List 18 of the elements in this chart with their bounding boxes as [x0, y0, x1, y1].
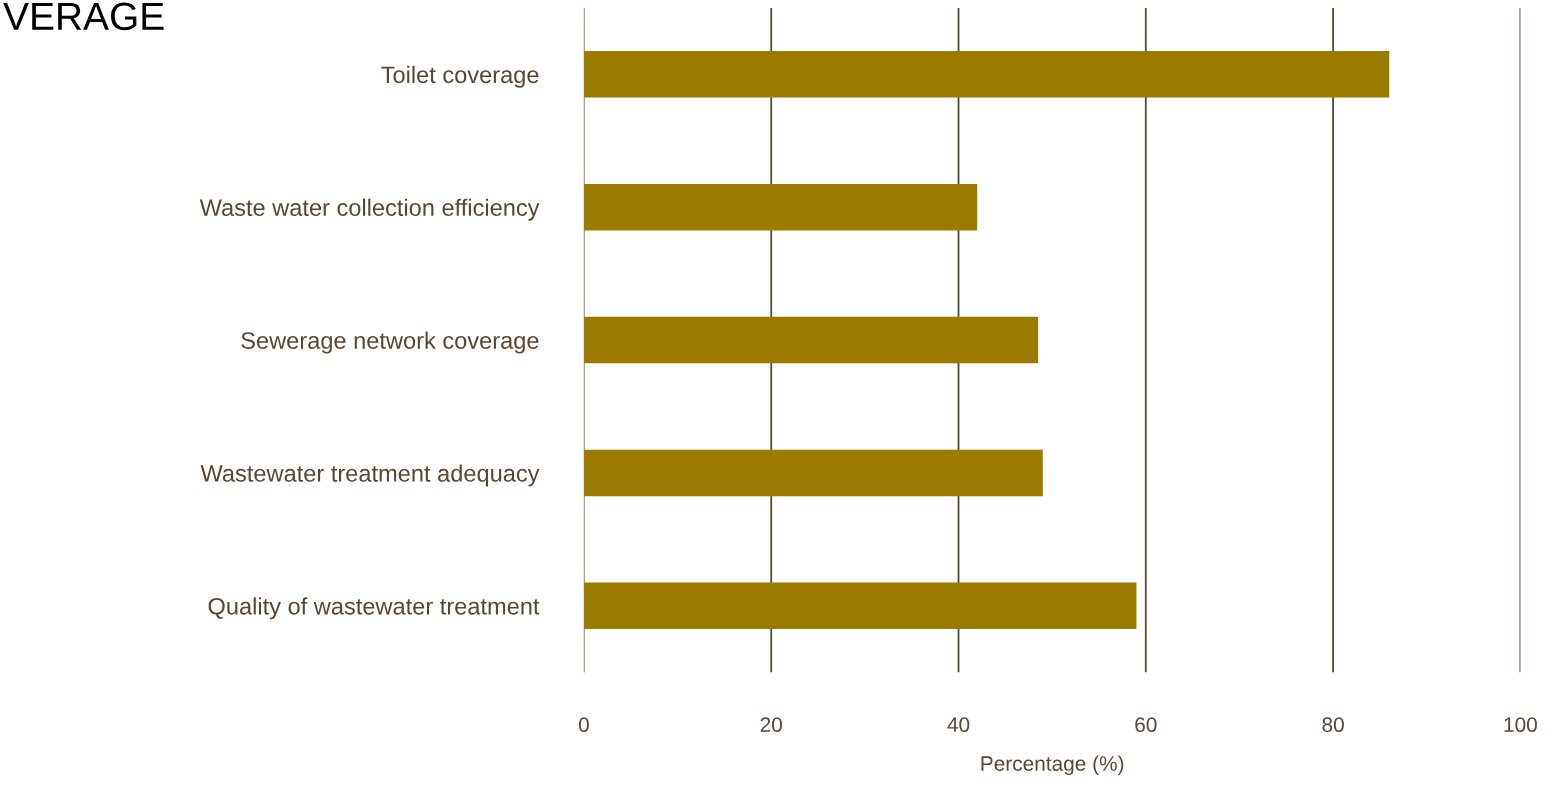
x-tick-label: 60 — [1135, 717, 1157, 733]
y-tick-label: Wastewater treatment adequacy — [200, 464, 540, 487]
x-axis-title: Percentage (%) — [981, 755, 1124, 776]
x-tick-label: 100 — [1504, 717, 1537, 733]
y-tick-label: Toilet coverage — [381, 65, 539, 88]
y-tick-label: Waste water collection efficiency — [199, 198, 540, 221]
bar — [583, 183, 978, 231]
y-tick-label: Sewerage network coverage — [241, 331, 539, 354]
x-tick-label: 0 — [578, 717, 589, 733]
text: VERAGE — [3, 2, 164, 31]
x-tick-label: 20 — [760, 717, 782, 733]
x-tick-label: 40 — [947, 717, 970, 733]
bar — [583, 316, 1039, 364]
bar — [583, 51, 1390, 98]
y-tick-label: Quality of wastewater treatment — [208, 597, 540, 620]
bar — [583, 449, 1043, 497]
bar — [583, 582, 1137, 630]
x-tick-label: 80 — [1322, 717, 1344, 733]
